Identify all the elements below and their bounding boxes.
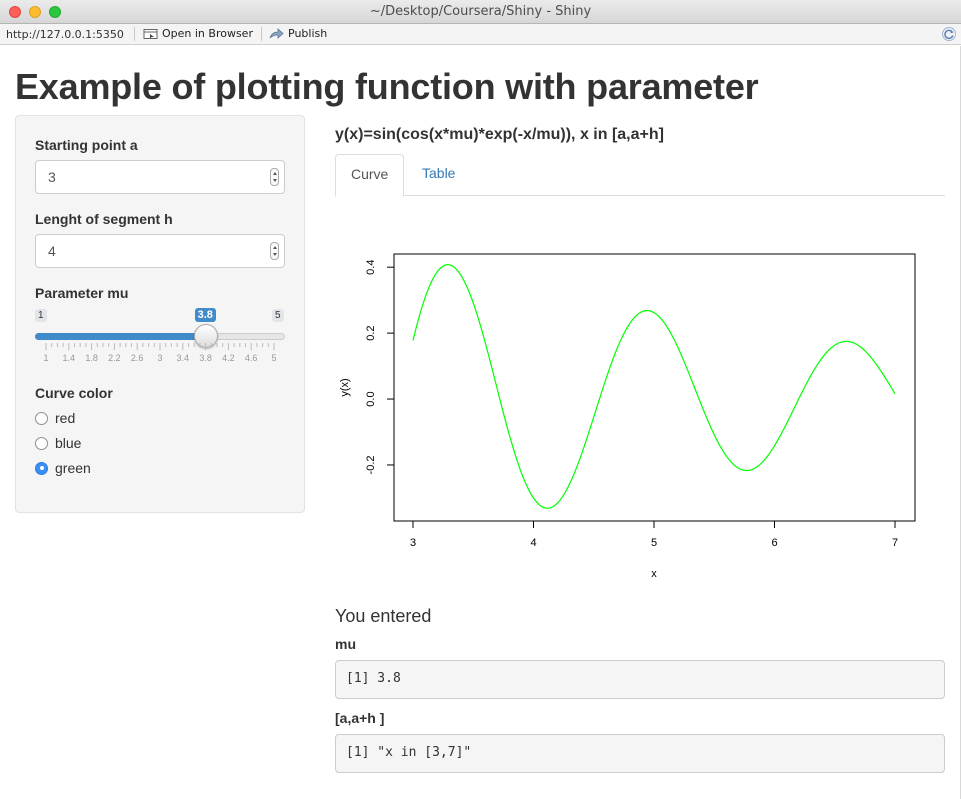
slider-tick-label: 2.2 <box>108 353 121 363</box>
x-axis-label: x <box>651 568 657 580</box>
mu-output: [1] 3.8 <box>335 660 945 699</box>
y-tick-label: -0.2 <box>365 455 377 474</box>
y-tick-label: 0.0 <box>365 391 377 406</box>
slider-min-label: 1 <box>35 309 47 322</box>
publish-label: Publish <box>288 27 328 40</box>
color-option-label: red <box>55 410 76 426</box>
tab-curve[interactable]: Curve <box>335 154 405 197</box>
color-option-green[interactable]: green <box>35 460 91 476</box>
slider-ticks <box>45 343 275 350</box>
y-tick-label: 0.4 <box>365 260 377 275</box>
color-option-blue[interactable]: blue <box>35 435 81 451</box>
x-tick-label: 3 <box>410 537 416 549</box>
x-tick-label: 5 <box>651 537 657 549</box>
radio-red[interactable] <box>35 411 48 425</box>
slider-tick-label: 1.8 <box>85 353 98 363</box>
window-title: ~/Desktop/Coursera/Shiny - Shiny <box>369 4 592 19</box>
x-tick-label: 6 <box>771 537 777 549</box>
output-tabs: Curve Table <box>335 154 945 197</box>
shiny-app-page: Example of plotting function with parame… <box>0 46 961 799</box>
slider-tick-label: 4.6 <box>244 353 258 363</box>
segment-length-input[interactable]: 4 <box>35 234 285 268</box>
mu-slider-fill <box>35 333 206 340</box>
segment-length-value: 4 <box>48 243 56 259</box>
slider-tick-label: 4.2 <box>222 353 235 363</box>
starting-point-input[interactable]: 3 <box>35 160 285 194</box>
viewer-toolbar: http://127.0.0.1:5350 Open in Browser Pu… <box>0 24 961 45</box>
x-tick-label: 4 <box>530 537 536 549</box>
slider-tick-label: 5 <box>271 353 277 363</box>
y-axis-label: y(x) <box>339 378 351 396</box>
starting-point-label: Starting point a <box>35 137 138 153</box>
publish-arrow-icon <box>269 27 284 39</box>
color-option-label: green <box>55 460 91 476</box>
slider-tick-label: 2.6 <box>130 353 144 363</box>
color-option-label: blue <box>55 435 82 451</box>
mu-output-label: mu <box>335 636 356 652</box>
minimize-window-button[interactable] <box>29 6 41 18</box>
slider-tick-label: 3.4 <box>176 353 190 363</box>
segment-length-label: Lenght of segment h <box>35 211 173 227</box>
toolbar-divider <box>261 27 262 41</box>
range-output: [1] "x in [3,7]" <box>335 734 945 773</box>
close-window-button[interactable] <box>9 6 21 18</box>
zoom-window-button[interactable] <box>49 6 61 18</box>
slider-tick-label: 1.4 <box>62 353 76 363</box>
curve-line <box>412 264 896 509</box>
radio-blue[interactable] <box>35 436 48 450</box>
color-option-red[interactable]: red <box>35 410 75 426</box>
tab-table[interactable]: Table <box>422 165 456 181</box>
x-tick-label: 7 <box>892 537 898 549</box>
url-text[interactable]: http://127.0.0.1:5350 <box>6 28 124 41</box>
sidebar-panel: Starting point a 3 Lenght of segment h 4… <box>15 115 305 513</box>
window-titlebar: ~/Desktop/Coursera/Shiny - Shiny <box>0 0 961 24</box>
range-output-label: [a,a+h ] <box>335 710 385 726</box>
curve-color-label: Curve color <box>35 385 113 401</box>
slider-tick-label: 1 <box>43 353 49 363</box>
publish-button[interactable]: Publish <box>269 27 327 40</box>
page-title: Example of plotting function with parame… <box>15 66 759 107</box>
parameter-mu-label: Parameter mu <box>35 285 129 301</box>
y-tick-label: 0.2 <box>365 325 377 340</box>
slider-current-value: 3.8 <box>194 308 216 322</box>
starting-point-spinner[interactable] <box>270 168 279 186</box>
refresh-icon[interactable] <box>941 26 957 42</box>
curve-plot: 3 4 5 6 7 -0.2 0.0 0.2 0.4 x y(x) <box>339 253 916 580</box>
you-entered-heading: You entered <box>335 606 432 626</box>
slider-max-label: 5 <box>272 309 284 322</box>
browser-window-icon <box>143 28 158 39</box>
radio-green[interactable] <box>35 461 48 475</box>
plot-frame <box>393 253 916 522</box>
starting-point-value: 3 <box>48 169 56 185</box>
segment-length-spinner[interactable] <box>270 242 279 260</box>
function-formula: y(x)=sin(cos(x*mu)*exp(-x/mu)), x in [a,… <box>335 126 664 143</box>
slider-tick-label: 3.8 <box>199 353 212 363</box>
slider-tick-label: 3 <box>157 353 163 363</box>
open-in-browser-label: Open in Browser <box>162 27 253 40</box>
toolbar-divider <box>134 27 135 41</box>
open-in-browser-button[interactable]: Open in Browser <box>143 27 253 40</box>
